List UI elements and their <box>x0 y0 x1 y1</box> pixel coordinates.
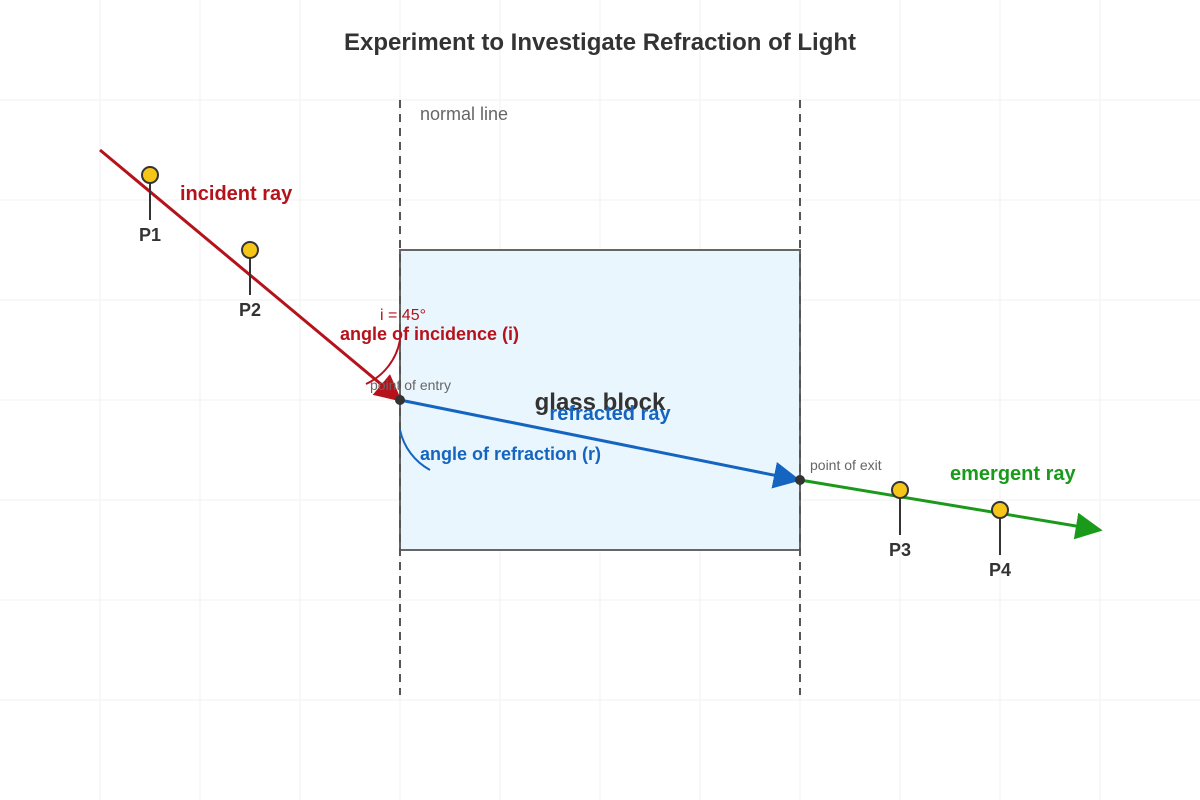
angle-of-refraction-arc <box>399 429 431 471</box>
pin-p1: P1 <box>139 166 161 245</box>
pin-icon <box>991 501 1009 519</box>
pin-icon <box>241 241 259 259</box>
angle-of-refraction-label: angle of refraction (r) <box>420 444 601 464</box>
point-of-exit-label: point of exit <box>810 457 882 473</box>
normal-line-label: normal line <box>420 104 508 124</box>
point-of-entry-dot <box>395 395 405 405</box>
pin-icon <box>891 481 909 499</box>
point-of-entry-label: point of entry <box>370 377 451 393</box>
incident-ray-label: incident ray <box>180 183 293 205</box>
glass-block <box>399 249 801 551</box>
angle-of-incidence-label: angle of incidence (i) <box>340 324 519 344</box>
glass-block-label: glass block <box>535 389 666 416</box>
emergent-ray-label: emergent ray <box>950 463 1076 485</box>
angle-of-incidence-arc <box>365 339 401 385</box>
point-of-exit-dot <box>795 475 805 485</box>
refracted-ray <box>399 398 801 489</box>
diagram-title: Experiment to Investigate Refraction of … <box>344 29 856 56</box>
pin-p1-label: P1 <box>139 225 161 245</box>
pin-p3-label: P3 <box>889 540 911 560</box>
angle-value-label: i = 45° <box>380 307 426 324</box>
pin-p3: P3 <box>889 481 911 560</box>
pin-p4: P4 <box>989 501 1011 580</box>
pin-p4-label: P4 <box>989 560 1011 580</box>
emergent-ray <box>799 478 1103 540</box>
pin-p2-label: P2 <box>239 300 261 320</box>
pin-icon <box>141 166 159 184</box>
refracted-ray-label: refracted ray <box>549 403 671 425</box>
pin-p2: P2 <box>239 241 261 320</box>
